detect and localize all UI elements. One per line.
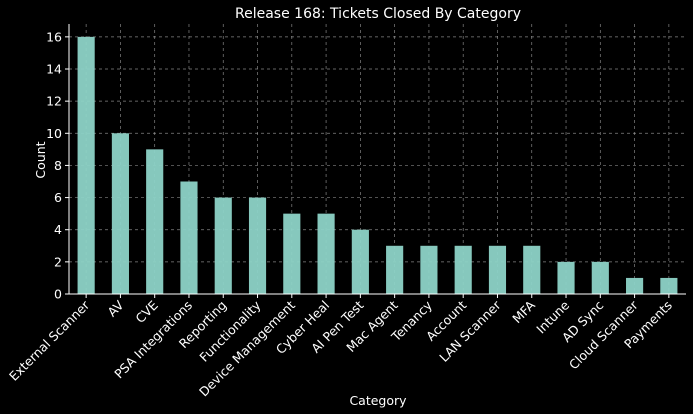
bar	[488, 245, 507, 294]
bar	[557, 261, 575, 294]
y-tick-label: 2	[54, 254, 62, 269]
bars	[77, 36, 678, 294]
bar	[386, 245, 404, 294]
bar	[454, 245, 472, 294]
x-axis-label: Category	[349, 393, 407, 408]
y-tick-label: 12	[46, 94, 62, 109]
bar	[626, 277, 644, 294]
y-tick-label: 14	[46, 62, 62, 77]
y-axis-label: Count	[33, 141, 48, 178]
bar	[214, 197, 232, 294]
x-tick-label: CVE	[132, 297, 160, 325]
x-tick-label: AV	[104, 297, 126, 319]
y-tick-label: 16	[46, 29, 62, 44]
y-tick-label: 6	[54, 190, 62, 205]
y-tick-label: 10	[46, 126, 62, 141]
bar	[180, 181, 198, 294]
bar	[591, 261, 609, 294]
bar	[248, 197, 267, 294]
y-tick-label: 8	[54, 158, 62, 173]
bar	[420, 245, 438, 294]
bar	[317, 213, 335, 294]
bar	[111, 133, 129, 294]
x-tick-label: MFA	[509, 297, 538, 326]
bar	[351, 229, 369, 294]
x-tick-label: External Scanner	[6, 297, 93, 384]
chart-title: Release 168: Tickets Closed By Category	[235, 6, 521, 22]
bar	[146, 149, 164, 294]
bar	[77, 36, 95, 294]
bar	[283, 213, 301, 294]
y-tick-label: 0	[54, 287, 62, 302]
y-tick-label: 4	[54, 222, 62, 237]
bar	[660, 277, 678, 294]
bar	[523, 245, 541, 294]
